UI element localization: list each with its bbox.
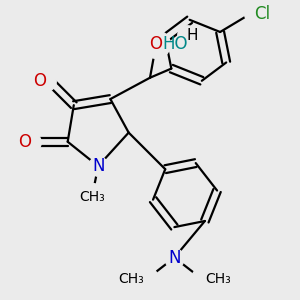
Text: CH₃: CH₃ (79, 190, 105, 204)
Text: CH₃: CH₃ (205, 272, 231, 286)
Text: O: O (18, 133, 31, 151)
Text: O: O (33, 72, 46, 90)
Text: O: O (150, 35, 163, 53)
Text: H: H (187, 28, 198, 43)
Text: N: N (168, 249, 181, 267)
Text: CH₃: CH₃ (118, 272, 144, 286)
Text: HO: HO (162, 35, 188, 53)
Text: N: N (92, 157, 104, 175)
Text: Cl: Cl (254, 5, 270, 23)
